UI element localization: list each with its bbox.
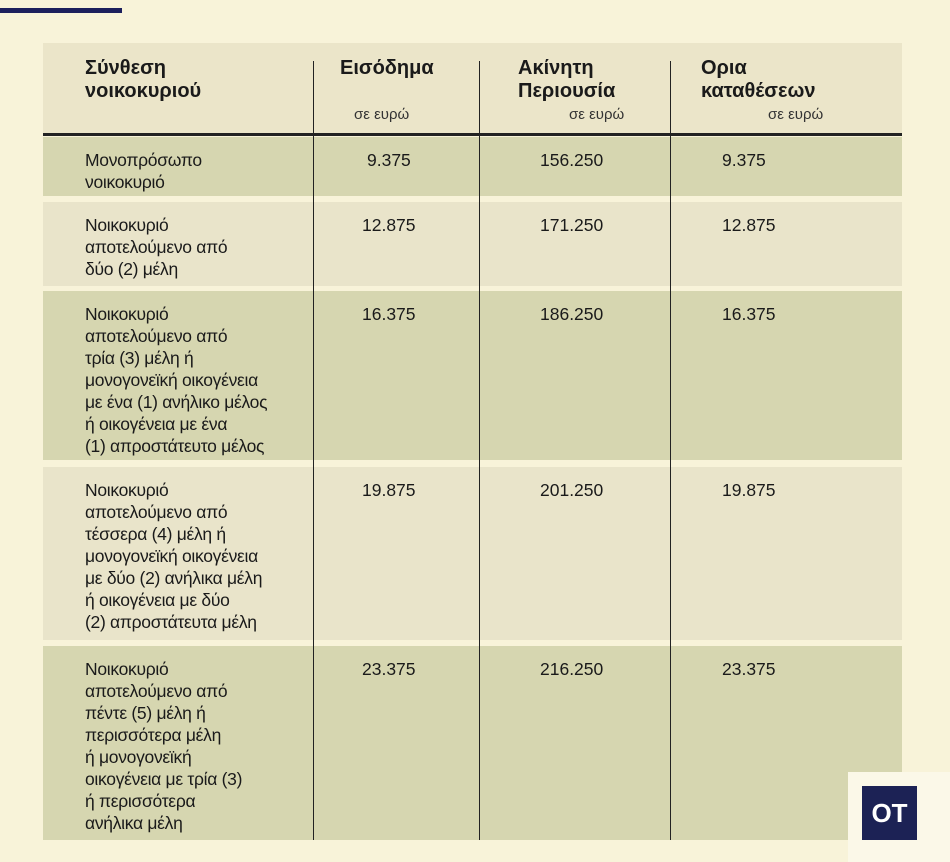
table-row: Μονοπρόσωπο νοικοκυριό 9.375 156.250 9.3… [43, 137, 902, 196]
deposits-unit: σε ευρώ [768, 106, 824, 123]
property-cell: 156.250 [540, 150, 604, 170]
property-cell: 186.250 [540, 304, 604, 324]
composition-cell: Νοικοκυριό αποτελούμενο από τέσσερα (4) … [85, 480, 263, 632]
column-divider [479, 61, 480, 840]
table-row: Νοικοκυριό αποτελούμενο από δύο (2) μέλη… [43, 202, 902, 286]
column-divider [313, 61, 314, 840]
deposits-cell: 9.375 [722, 150, 766, 170]
ot-logo: OT [862, 786, 917, 840]
table-header: Σύνθεση νοικοκυριού Εισόδημα σε ευρώ Ακί… [43, 43, 902, 136]
table-row: Νοικοκυριό αποτελούμενο από τέσσερα (4) … [43, 467, 902, 640]
income-cell: 23.375 [362, 659, 416, 679]
deposits-cell: 12.875 [722, 215, 776, 235]
income-cell: 16.375 [362, 304, 416, 324]
header-composition: Σύνθεση νοικοκυριού [85, 57, 202, 102]
composition-cell: Νοικοκυριό αποτελούμενο από δύο (2) μέλη [85, 215, 228, 279]
top-accent-bar [0, 8, 122, 13]
table-row: Νοικοκυριό αποτελούμενο από τρία (3) μέλ… [43, 291, 902, 460]
composition-cell: Μονοπρόσωπο νοικοκυριό [85, 150, 202, 192]
income-cell: 19.875 [362, 480, 416, 500]
column-divider [670, 61, 671, 840]
property-cell: 201.250 [540, 480, 604, 500]
composition-cell: Νοικοκυριό αποτελούμενο από πέντε (5) μέ… [85, 659, 243, 833]
property-cell: 216.250 [540, 659, 604, 679]
table-row: Νοικοκυριό αποτελούμενο από πέντε (5) μέ… [43, 646, 902, 840]
composition-cell: Νοικοκυριό αποτελούμενο από τρία (3) μέλ… [85, 304, 268, 456]
header-deposits: Ορια καταθέσεων [701, 57, 816, 102]
header-income: Εισόδημα [340, 57, 434, 79]
deposits-cell: 16.375 [722, 304, 776, 324]
deposits-cell: 19.875 [722, 480, 776, 500]
income-cell: 9.375 [367, 150, 411, 170]
property-cell: 171.250 [540, 215, 604, 235]
income-cell: 12.875 [362, 215, 416, 235]
income-unit: σε ευρώ [354, 106, 410, 123]
deposits-cell: 23.375 [722, 659, 776, 679]
header-property: Ακίνητη Περιουσία [518, 57, 616, 102]
property-unit: σε ευρώ [569, 106, 625, 123]
